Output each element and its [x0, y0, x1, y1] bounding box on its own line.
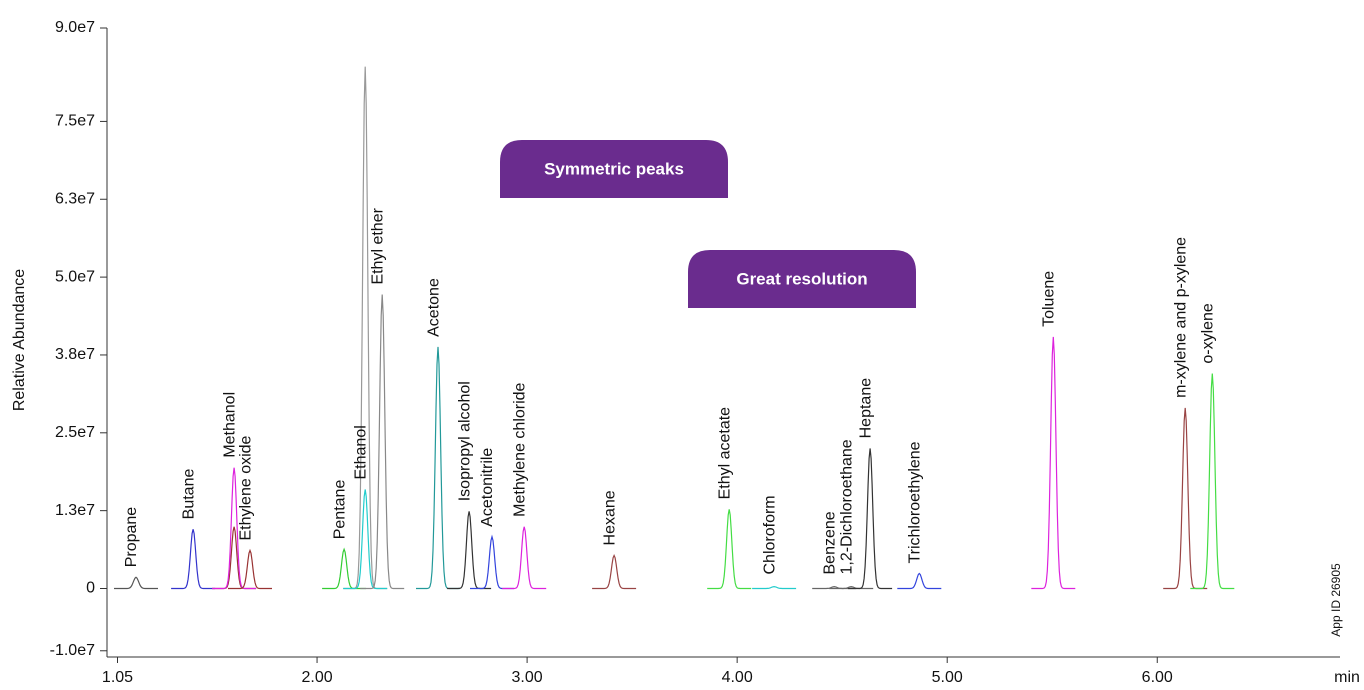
peak-label: Acetone — [425, 278, 442, 337]
peak — [360, 294, 405, 590]
peak-label: Ethyl acetate — [716, 407, 733, 500]
x-axis-label: min — [1334, 669, 1360, 686]
peak-label: Acetonitrile — [479, 448, 496, 527]
peak — [897, 572, 942, 590]
y-tick-label: 6.3e7 — [55, 190, 95, 207]
peak — [707, 509, 752, 590]
peak-label: Hexane — [601, 490, 618, 545]
peak — [829, 585, 874, 590]
peak — [416, 346, 460, 590]
peak-label: Propane — [123, 507, 140, 568]
peak-label: Isopropyl alcohol — [456, 381, 473, 501]
peak-label: Chloroform — [761, 495, 778, 574]
peak — [848, 448, 893, 590]
annotation-text: Great resolution — [736, 269, 867, 288]
peak — [322, 547, 367, 590]
peak — [114, 576, 158, 590]
peak-label: o-xylene — [1200, 303, 1217, 364]
peak-label: Benzene — [821, 511, 838, 574]
x-tick-label: 6.00 — [1142, 669, 1173, 686]
x-tick-label: 5.00 — [932, 669, 963, 686]
peak — [1190, 373, 1235, 590]
peak — [470, 534, 514, 590]
y-tick-label: 0 — [86, 580, 95, 597]
peak-label: Ethyl ether — [369, 207, 386, 284]
peak-label: Trichloroethylene — [906, 441, 923, 563]
x-tick-label: 2.00 — [301, 669, 332, 686]
y-tick-label: 7.5e7 — [55, 113, 95, 130]
peak — [592, 553, 637, 590]
peak — [1163, 407, 1208, 590]
peak-label: 1,2-Dichloroethane — [838, 439, 855, 574]
annotation-text: Symmetric peaks — [544, 159, 684, 178]
peak-label: Ethylene oxide — [237, 435, 254, 540]
x-tick-label: 3.00 — [512, 669, 543, 686]
peak — [343, 489, 388, 590]
peak — [1031, 336, 1076, 590]
peak-label: Toluene — [1040, 271, 1057, 327]
peak — [171, 529, 216, 590]
x-tick-label: 1.05 — [102, 669, 133, 686]
y-tick-label: 5.0e7 — [55, 268, 95, 285]
y-tick-label: -1.0e7 — [50, 642, 95, 659]
peak-label: Pentane — [331, 480, 348, 540]
y-tick-label: 2.5e7 — [55, 424, 95, 441]
y-tick-label: 3.8e7 — [55, 346, 95, 363]
app-id: App ID 26905 — [1329, 563, 1343, 637]
peak-label: m-xylene and p-xylene — [1172, 237, 1189, 398]
y-tick-label: 9.0e7 — [55, 19, 95, 36]
peak-label: Methylene chloride — [511, 382, 528, 516]
x-tick-label: 4.00 — [722, 669, 753, 686]
y-tick-label: 1.3e7 — [55, 502, 95, 519]
peak — [212, 467, 257, 590]
peak — [752, 585, 797, 590]
peak-label: Heptane — [857, 378, 874, 439]
peak — [502, 526, 547, 590]
annotation-box — [688, 250, 916, 308]
y-axis-label: Relative Abundance — [11, 269, 28, 411]
peak — [228, 548, 272, 590]
peak-label: Ethanol — [352, 425, 369, 479]
peak-label: Methanol — [221, 392, 238, 458]
peak-label: Butane — [180, 469, 197, 520]
annotation-box — [500, 140, 728, 198]
